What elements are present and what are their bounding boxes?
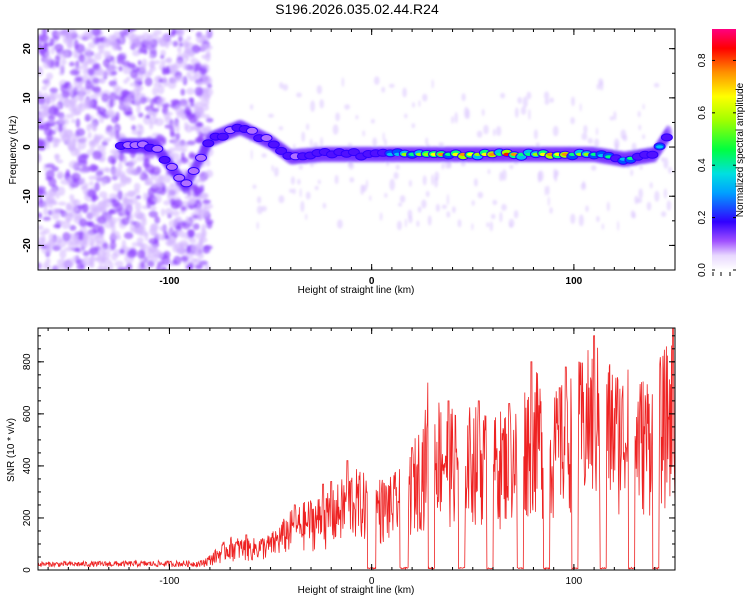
snr-y-tick-label: 800: [22, 353, 33, 370]
spectrogram-x-tick-label: 0: [369, 276, 375, 287]
snr-y-tick-label: 600: [22, 405, 33, 422]
spectrogram-y-tick-label: 20: [22, 43, 33, 55]
colorbar-tick-label: 0.8: [697, 53, 708, 67]
snr-ticks: -100 0 100 0 200 400 600 800: [22, 328, 676, 587]
snr-x-tick-label: 0: [369, 576, 375, 587]
spectrogram-y-tick-label: -20: [22, 238, 33, 253]
spectrogram-y-tick-label: 10: [22, 92, 33, 104]
spectrogram-x-tick-label: 100: [566, 276, 583, 287]
snr-x-tick-label: 100: [566, 576, 583, 587]
amplitude-colorbar: 0.0 0.2 0.4 0.6 0.8 Normalized spectral ampl…: [697, 29, 746, 277]
spectrogram-y-tick-label: -10: [22, 189, 33, 204]
spectrogram-y-tick-label: 0: [22, 144, 33, 150]
snr-x-tick-label: -100: [159, 576, 179, 587]
spectrogram-xlabel: Height of straight line (km): [298, 285, 415, 296]
snr-y-tick-label: 400: [22, 457, 33, 474]
colorbar-gradient: [712, 29, 736, 270]
spectrogram-frame: [37, 28, 676, 271]
snr-y-tick-label: 200: [22, 509, 33, 526]
colorbar-label: Normalized spectral amplitude: [735, 82, 746, 217]
spectrogram-x-tick-label: -100: [159, 276, 179, 287]
snr-xlabel: Height of straight line (km): [298, 585, 415, 596]
colorbar-tick-label: 0.0: [697, 263, 708, 277]
snr-series-line: [38, 328, 675, 570]
colorbar-ticks: 0.0 0.2 0.4 0.6 0.8: [697, 53, 736, 277]
colorbar-tick-label: 0.6: [697, 105, 708, 119]
figure-title: S196.2026.035.02.44.R24: [275, 1, 439, 17]
spectrogram-image: [38, 29, 673, 270]
snr-panel: -100 0 100 0 200 400 600 800 Height of straight…: [6, 327, 676, 596]
snr-ylabel: SNR (10 * v/v): [6, 418, 17, 482]
snr-frame: [37, 327, 676, 571]
colorbar-tick-label: 0.2: [697, 210, 708, 224]
colorbar-tick-label: 0.4: [697, 158, 708, 172]
spectrogram-ylabel: Frequency (Hz): [8, 116, 19, 185]
snr-y-tick-label: 0: [22, 567, 33, 573]
